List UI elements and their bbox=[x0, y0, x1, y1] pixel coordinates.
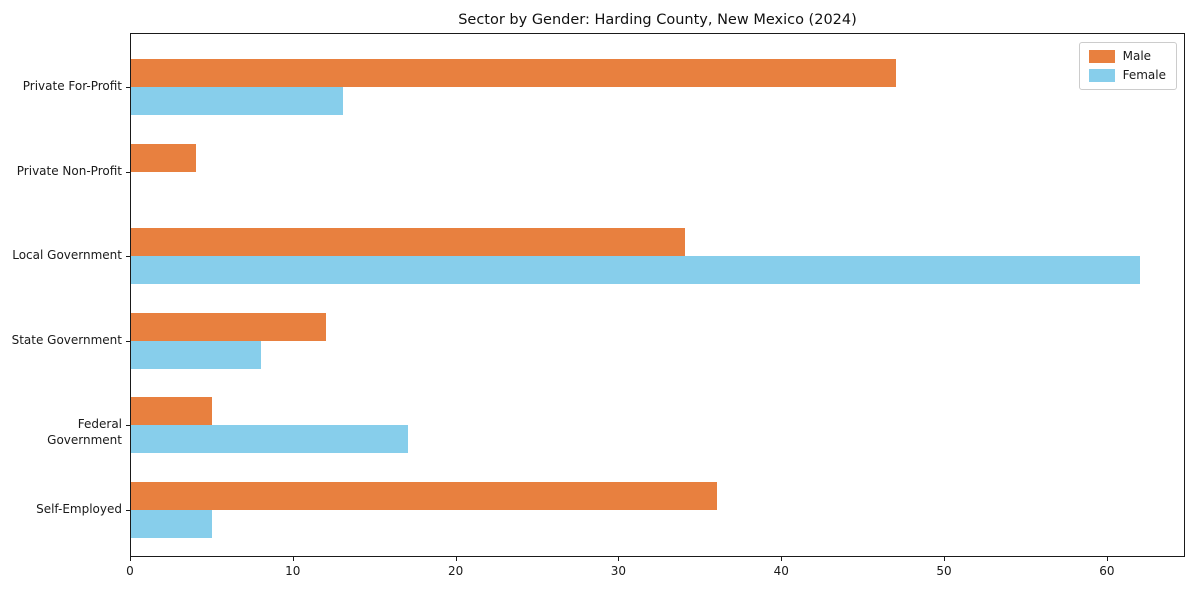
bar-male-0 bbox=[131, 59, 897, 87]
legend-item-male: Male bbox=[1088, 49, 1166, 63]
bar-male-1 bbox=[131, 143, 197, 172]
x-tick-label: 60 bbox=[1099, 564, 1115, 578]
x-tick-label: 10 bbox=[285, 564, 301, 578]
legend: Male Female bbox=[1078, 42, 1177, 90]
y-tick-mark bbox=[126, 425, 130, 426]
x-tick-mark bbox=[1106, 557, 1108, 561]
y-tick-mark bbox=[126, 171, 130, 173]
legend-label: Male bbox=[1122, 49, 1152, 63]
y-tick-label: State Government bbox=[11, 332, 122, 347]
x-tick-label: 0 bbox=[126, 564, 134, 578]
y-tick-label: Local Government bbox=[12, 248, 122, 262]
x-tick-label: 40 bbox=[773, 564, 789, 578]
bar-male-5 bbox=[131, 481, 718, 510]
y-tick-mark bbox=[126, 87, 130, 88]
legend-swatch-female bbox=[1088, 69, 1115, 82]
legend-item-female: Female bbox=[1088, 68, 1166, 82]
x-tick-label: 50 bbox=[936, 564, 952, 578]
y-tick-label: Self-Employed bbox=[36, 501, 122, 516]
bar-female-5 bbox=[131, 509, 213, 538]
y-tick-mark bbox=[126, 256, 130, 257]
chart-title: Sector by Gender: Harding County, New Me… bbox=[458, 12, 857, 28]
bar-female-0 bbox=[131, 87, 343, 115]
bar-male-4 bbox=[131, 397, 213, 425]
bar-female-3 bbox=[131, 340, 262, 369]
x-tick-mark bbox=[944, 557, 946, 561]
bar-male-3 bbox=[131, 312, 327, 341]
y-tick-label: Federal Government bbox=[47, 417, 122, 447]
bar-male-2 bbox=[131, 228, 685, 256]
y-tick-label: Private Non-Profit bbox=[16, 163, 122, 178]
x-tick-label: 20 bbox=[447, 564, 464, 578]
x-tick-mark bbox=[292, 557, 294, 561]
y-tick-mark bbox=[126, 509, 130, 511]
y-tick-mark bbox=[126, 340, 130, 342]
legend-label: Female bbox=[1122, 68, 1166, 82]
bar-female-2 bbox=[131, 256, 1141, 284]
x-tick-mark bbox=[781, 557, 783, 561]
bar-female-4 bbox=[131, 425, 408, 453]
x-tick-label: 30 bbox=[610, 564, 627, 578]
x-tick-mark bbox=[618, 557, 620, 561]
plot-area: Male Female bbox=[130, 33, 1185, 557]
legend-swatch-male bbox=[1088, 50, 1115, 63]
x-tick-mark bbox=[130, 557, 131, 561]
x-tick-mark bbox=[455, 557, 457, 561]
y-tick-label: Private For-Profit bbox=[22, 79, 122, 93]
